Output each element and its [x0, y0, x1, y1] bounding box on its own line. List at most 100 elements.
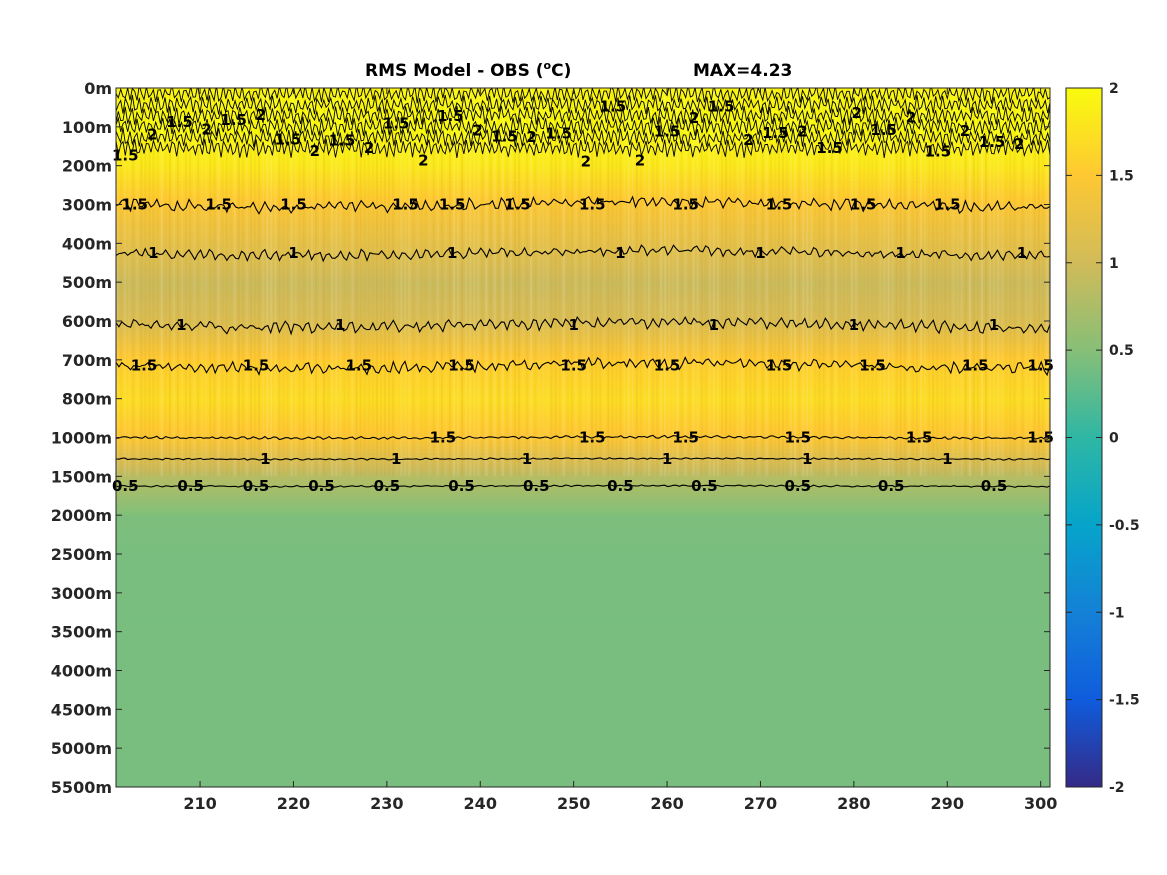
heatmap-band	[116, 289, 1050, 295]
heatmap-band	[116, 639, 1050, 644]
heatmap-streak	[233, 88, 236, 477]
heatmap-streak	[534, 88, 537, 477]
heatmap-streak	[505, 88, 508, 477]
heatmap-streak	[375, 88, 378, 477]
heatmap-streak	[416, 88, 419, 477]
heatmap-streak	[140, 88, 143, 477]
x-tick-label: 210	[183, 794, 216, 813]
heatmap-band	[116, 658, 1050, 664]
heatmap-streak	[384, 88, 386, 477]
heatmap-streak	[753, 88, 756, 477]
heatmap-band	[116, 522, 1050, 528]
heatmap-streak	[132, 88, 135, 477]
contour-labels: 1.5 1.5 1.5 1.5 1.5 1.5 1.5 1.5 1.5 1.5 1.51 1 1 1 1 1 1…	[112, 98, 1054, 496]
heatmap-band	[116, 185, 1050, 190]
heatmap-band	[116, 103, 1050, 109]
heatmap-streak	[863, 88, 866, 477]
heatmap-streak	[266, 88, 269, 477]
contour-label: 1	[391, 450, 401, 468]
heatmap-band	[116, 561, 1050, 567]
contour-line	[116, 195, 1050, 215]
heatmap-band	[116, 196, 1050, 202]
heatmap-band	[116, 418, 1050, 423]
contour-label: 2	[201, 120, 211, 138]
heatmap-band	[116, 216, 1050, 221]
contour-label: 2	[364, 139, 374, 157]
contour-label: 1.5	[766, 196, 793, 214]
heatmap-streak	[347, 88, 350, 477]
heatmap-streak	[660, 88, 663, 477]
contour-label: 2	[851, 104, 861, 122]
heatmap-band	[116, 713, 1050, 718]
heatmap-band	[116, 507, 1050, 512]
heatmap-streak	[254, 88, 257, 477]
heatmap-streak	[623, 88, 626, 477]
heatmap-band	[116, 767, 1050, 773]
heatmap-streak	[493, 88, 496, 477]
heatmap-band	[116, 410, 1050, 415]
heatmap-streak	[298, 88, 301, 477]
heatmap-band	[116, 293, 1050, 299]
contour-label: 0.5	[607, 477, 634, 495]
heatmap-streak	[891, 88, 894, 477]
contour-label: 1.5	[448, 357, 475, 375]
heatmap-streak	[408, 88, 411, 477]
heatmap-streak	[920, 88, 923, 477]
heatmap-band	[116, 565, 1050, 571]
heatmap-band	[116, 647, 1050, 652]
heatmap-band	[116, 192, 1050, 198]
heatmap-band	[116, 363, 1050, 369]
heatmap-band	[116, 154, 1050, 159]
heatmap-band	[116, 569, 1050, 575]
heatmap-streak	[286, 88, 289, 477]
heatmap-streak	[371, 88, 374, 477]
heatmap-streak	[989, 88, 992, 477]
heatmap-streak	[152, 88, 155, 477]
heatmap-band	[116, 453, 1050, 458]
heatmap-band	[116, 390, 1050, 396]
y-tick-label: 2000m	[51, 506, 112, 525]
contour-label: 0.5	[112, 477, 139, 495]
y-tick-label: 3000m	[51, 584, 112, 603]
contour-line	[116, 94, 1050, 115]
contour-label: 1.5	[906, 429, 933, 447]
heatmap-band	[116, 91, 1050, 97]
chart-max-label: MAX=4.23	[693, 61, 792, 81]
heatmap-streak	[453, 88, 456, 477]
heatmap-band	[116, 643, 1050, 648]
heatmap-streak	[566, 88, 569, 477]
heatmap-streak	[810, 88, 813, 477]
contour-label: 1	[662, 450, 672, 468]
heatmap-field	[116, 88, 1050, 787]
colorbar-ticks: 2 1.5 1 0.5 0 -0.5 -1 -1.5 -2	[1066, 81, 1140, 796]
contour-label: 1.5	[762, 124, 789, 142]
heatmap-band	[116, 464, 1050, 470]
heatmap-streak	[794, 88, 797, 477]
heatmap-streak	[875, 88, 878, 477]
heatmap-band	[116, 402, 1050, 408]
heatmap-streak	[201, 88, 204, 477]
heatmap-band	[116, 383, 1050, 388]
heatmap-band	[116, 317, 1050, 322]
heatmap-band	[116, 266, 1050, 272]
contour-label: 2	[147, 126, 157, 144]
heatmap-streak	[721, 88, 724, 477]
heatmap-streak	[363, 88, 366, 477]
heatmap-band	[116, 697, 1050, 703]
heatmap-streak	[834, 88, 837, 477]
heatmap-band	[116, 666, 1050, 672]
heatmap-streak	[749, 88, 752, 477]
heatmap-band	[116, 693, 1050, 699]
contour-label: 1.5	[672, 196, 699, 214]
heatmap-streak	[428, 88, 431, 477]
heatmap-band	[116, 235, 1050, 241]
heatmap-streak	[599, 88, 602, 477]
heatmap-band	[116, 297, 1050, 303]
heatmap-band	[116, 472, 1050, 477]
contour-lines	[116, 88, 1050, 488]
contour-label: 2	[581, 152, 591, 170]
contour-label: 1.5	[962, 357, 989, 375]
contour-label: 1.5	[243, 357, 270, 375]
heatmap-band	[116, 122, 1050, 128]
heatmap-streak	[473, 88, 476, 477]
